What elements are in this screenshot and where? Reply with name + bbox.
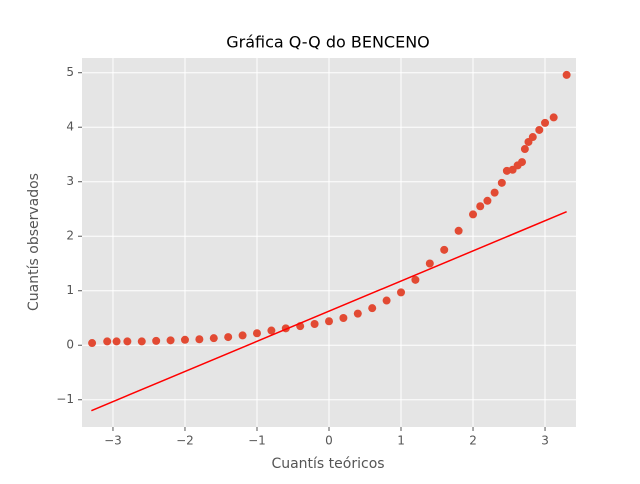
data-point	[195, 335, 204, 344]
x-tick-label: −3	[104, 434, 122, 448]
x-tick-label: 1	[397, 434, 405, 448]
data-point	[497, 178, 506, 187]
data-point	[535, 125, 544, 134]
fit-line	[91, 211, 567, 412]
data-point	[353, 309, 362, 318]
y-axis-label: Cuantís observados	[26, 173, 42, 311]
data-point	[310, 319, 319, 328]
data-point	[368, 304, 377, 313]
data-point	[520, 145, 529, 154]
data-point	[562, 70, 571, 79]
x-tick-label: −1	[248, 434, 266, 448]
y-tick-label: 5	[66, 65, 74, 79]
data-point	[528, 133, 537, 142]
data-point	[137, 337, 146, 346]
y-tick-label: −1	[56, 392, 74, 406]
data-point	[166, 336, 175, 345]
x-tick-label: 2	[469, 434, 477, 448]
x-axis-label: Cuantís teóricos	[271, 456, 384, 472]
data-point	[490, 188, 499, 197]
data-point	[425, 259, 434, 268]
data-point	[112, 337, 121, 346]
data-point	[541, 118, 550, 127]
data-point	[103, 337, 112, 346]
data-point	[224, 333, 233, 342]
data-point	[397, 288, 406, 297]
y-tick-label: 0	[66, 338, 74, 352]
y-tick-label: 3	[66, 174, 74, 188]
data-point	[469, 210, 478, 219]
y-tick-label: 4	[66, 120, 74, 134]
data-point	[440, 245, 449, 254]
data-point	[238, 331, 247, 340]
data-point	[454, 226, 463, 235]
data-point	[88, 339, 97, 348]
data-point	[382, 296, 391, 305]
y-tick-label: 2	[66, 229, 74, 243]
data-point	[411, 275, 420, 284]
data-point	[180, 335, 189, 344]
data-point	[152, 336, 161, 345]
data-point	[483, 196, 492, 205]
data-point	[339, 313, 348, 322]
data-point	[476, 202, 485, 211]
data-point	[517, 158, 526, 167]
data-point	[209, 334, 218, 343]
y-tick-label: 1	[66, 283, 74, 297]
x-tick-label: 0	[325, 434, 333, 448]
data-point	[252, 329, 261, 338]
data-point	[123, 337, 132, 346]
chart-title: Gráfica Q-Q do BENCENO	[226, 33, 430, 52]
data-point	[325, 317, 333, 326]
x-tick-label: 3	[541, 434, 549, 448]
data-point	[267, 326, 276, 335]
data-point	[549, 113, 558, 122]
x-tick-label: −2	[176, 434, 194, 448]
